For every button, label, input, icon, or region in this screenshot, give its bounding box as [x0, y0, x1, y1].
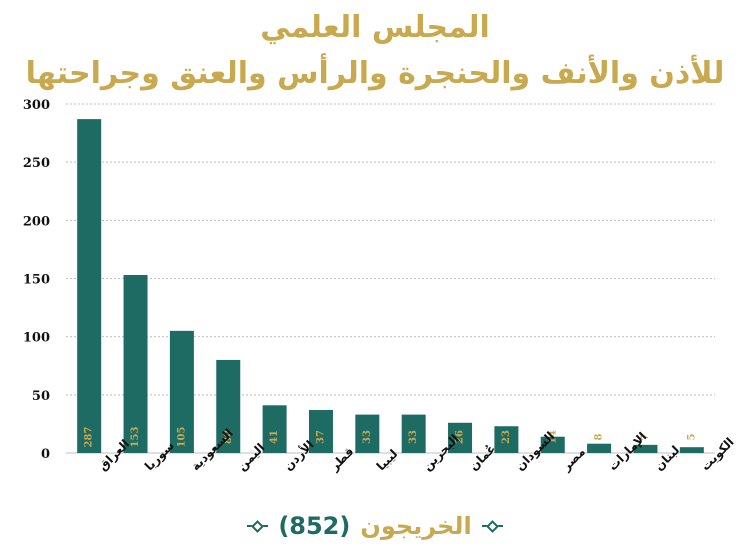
bars: 287 153 105 80 41 37 33 33 26 23 14 8 7 5	[77, 119, 704, 453]
chart-header: المجلس العلمي للأذن والأنف والحنجرة والر…	[0, 0, 750, 100]
bar	[123, 275, 148, 453]
bar-value-label: 8	[594, 433, 605, 440]
y-tick-label: 250	[23, 156, 50, 171]
bar-value-label: 37	[315, 430, 326, 444]
bar-value-label: 105	[176, 427, 187, 448]
bar	[401, 414, 426, 453]
y-tick-label: 300	[23, 98, 50, 113]
bar	[494, 426, 519, 453]
y-axis-ticks: 0 50 100 150 200 250 300	[23, 98, 50, 462]
bar-value-label: 26	[455, 430, 466, 444]
bar	[587, 443, 612, 453]
bar	[77, 119, 102, 453]
graduates-count: (852)	[278, 512, 351, 540]
bar-value-label: 80	[223, 430, 234, 444]
bar	[633, 444, 658, 453]
bar-value-label: 41	[269, 430, 280, 444]
bar-value-label: 7	[640, 433, 651, 440]
bar	[448, 422, 473, 453]
bar	[216, 359, 241, 453]
bar-value-label: 14	[547, 430, 558, 444]
bar-value-label: 33	[362, 430, 373, 444]
chart-title-line-1: المجلس العلمي	[260, 10, 490, 45]
bar	[169, 330, 194, 453]
bar	[540, 436, 565, 453]
graduates-label: الخريجون	[360, 512, 472, 540]
diamond-ornament-icon	[481, 519, 503, 533]
x-tick-label: الكويت	[698, 435, 737, 474]
chart-title-line-2: للأذن والأنف والحنجرة والرأس والعنق وجرا…	[25, 56, 725, 91]
grid-lines	[66, 103, 715, 454]
diamond-ornament-icon	[247, 519, 269, 533]
bar-value-label: 287	[84, 427, 95, 448]
bar	[679, 447, 704, 453]
graduates-footer: (852) الخريجون	[0, 508, 750, 544]
bar-chart: 0 50 100 150 200 250 300 287 153 105 80 41 37 33 33 26…	[23, 98, 738, 474]
y-tick-label: 200	[23, 214, 50, 229]
bar	[355, 414, 380, 453]
bar	[262, 405, 287, 453]
bar-value-label: 153	[130, 427, 141, 448]
bar	[308, 409, 333, 453]
bar-value-label: 23	[501, 430, 512, 444]
bar-value-label: 5	[686, 433, 697, 440]
bar-value-label: 33	[408, 430, 419, 444]
y-tick-label: 150	[23, 273, 50, 288]
y-tick-label: 50	[32, 389, 50, 404]
y-tick-label: 0	[41, 447, 50, 462]
y-tick-label: 100	[23, 331, 50, 346]
